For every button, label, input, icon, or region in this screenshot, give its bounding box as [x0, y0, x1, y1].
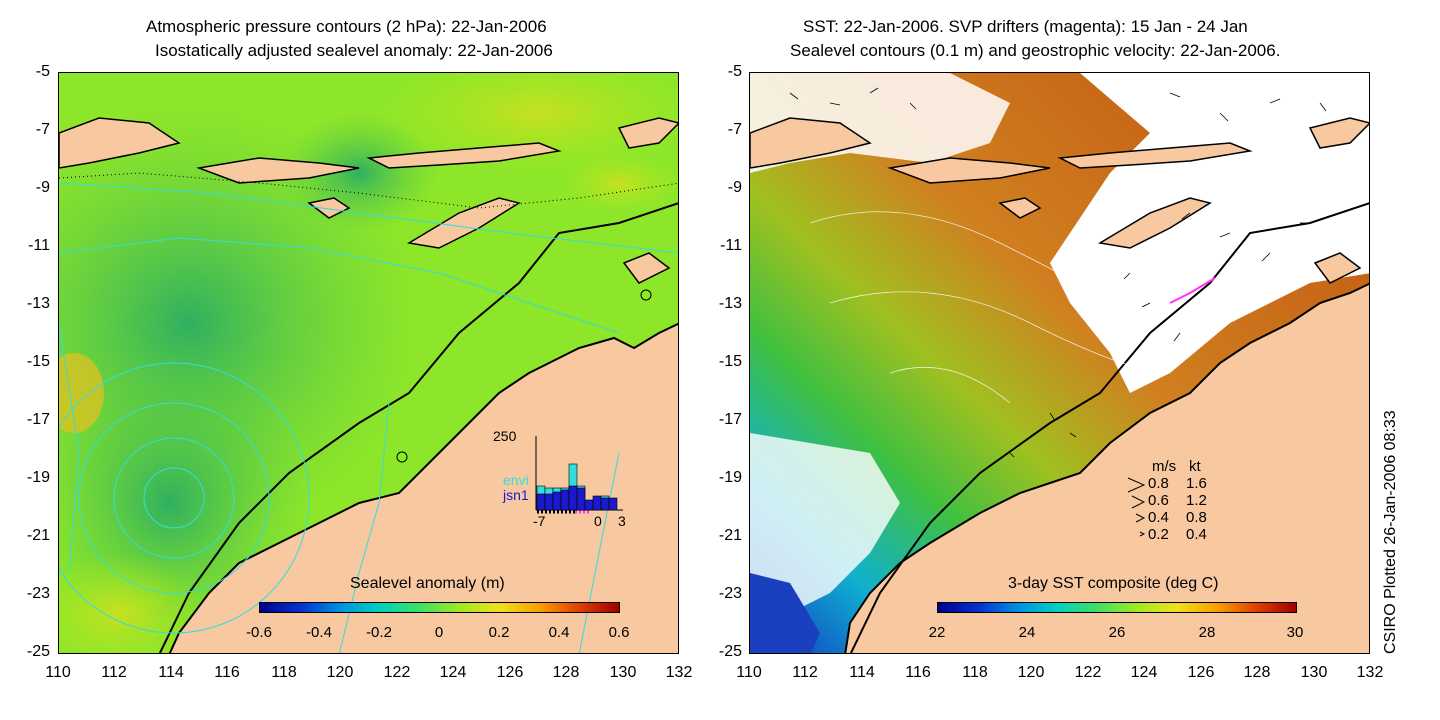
velocity-legend-header-ms: m/s — [1152, 458, 1177, 475]
left-cb-tick-0: -0.6 — [246, 624, 272, 641]
right-cb-tick-1: 24 — [1018, 624, 1036, 641]
left-colorbar-title: Sealevel anomaly (m) — [350, 575, 505, 592]
left-cb-tick-2: -0.2 — [366, 624, 392, 641]
velocity-legend-ms-1: 0.6 — [1148, 492, 1169, 509]
right-cb-tick-2: 26 — [1108, 624, 1126, 641]
velocity-legend-kt-0: 1.6 — [1186, 475, 1207, 492]
left-ytick-1: -7 — [35, 121, 50, 138]
left-ytick-2: -9 — [35, 179, 50, 196]
velocity-legend-kt-2: 0.8 — [1186, 509, 1207, 526]
right-colorbar-title: 3-day SST composite (deg C) — [1008, 575, 1219, 592]
inset-xtick-max: 3 — [618, 513, 626, 529]
right-cb-tick-4: 30 — [1286, 624, 1304, 641]
right-xtick-10: 130 — [1300, 664, 1328, 681]
left-ytick-4: -13 — [26, 295, 50, 312]
left-ytick-0: -5 — [35, 63, 50, 80]
right-xtick-9: 128 — [1243, 664, 1271, 681]
right-title-line1: SST: 22-Jan-2006. SVP drifters (magenta)… — [803, 17, 1248, 36]
left-inset-histogram — [535, 436, 625, 516]
left-xtick-3: 116 — [214, 664, 240, 681]
right-ytick-0: -5 — [727, 63, 742, 80]
inset-ymax-label: 250 — [493, 428, 517, 444]
right-ytick-7: -19 — [718, 469, 742, 486]
inset-histogram-graphic — [535, 436, 623, 514]
right-xtick-4: 118 — [962, 664, 988, 681]
right-xtick-5: 120 — [1017, 664, 1045, 681]
velocity-legend-ms-0: 0.8 — [1148, 475, 1169, 492]
left-xtick-5: 120 — [326, 664, 354, 681]
right-colorbar — [937, 602, 1297, 613]
left-cb-tick-4: 0.2 — [488, 624, 510, 641]
inset-xtick-zero: 0 — [594, 513, 602, 529]
left-ytick-10: -25 — [26, 643, 50, 660]
right-ytick-5: -15 — [718, 353, 742, 370]
left-ytick-6: -17 — [26, 411, 50, 428]
right-cb-tick-0: 22 — [928, 624, 946, 641]
left-xtick-8: 126 — [496, 664, 524, 681]
velocity-legend-ms-3: 0.2 — [1148, 526, 1169, 543]
left-title-line1: Atmospheric pressure contours (2 hPa): 2… — [146, 17, 547, 36]
right-ytick-9: -23 — [718, 585, 742, 602]
right-xtick-11: 132 — [1356, 664, 1384, 681]
right-ytick-3: -11 — [720, 237, 742, 254]
left-ytick-8: -21 — [26, 527, 50, 544]
right-ytick-1: -7 — [727, 121, 742, 138]
right-cb-tick-3: 28 — [1198, 624, 1216, 641]
velocity-legend-ms-2: 0.4 — [1148, 509, 1169, 526]
inset-series-envi: envi — [503, 472, 529, 488]
left-ytick-3: -11 — [28, 237, 50, 254]
left-xtick-0: 110 — [45, 664, 71, 681]
right-ytick-2: -9 — [727, 179, 742, 196]
left-colorbar — [259, 602, 620, 613]
right-map-panel — [749, 72, 1370, 654]
right-xtick-0: 110 — [736, 664, 762, 681]
right-ytick-6: -17 — [718, 411, 742, 428]
left-title-line2: Isostatically adjusted sealevel anomaly:… — [155, 41, 553, 60]
left-xtick-7: 124 — [439, 664, 467, 681]
left-cb-tick-3: 0 — [434, 624, 444, 641]
velocity-legend-arrows — [1126, 476, 1150, 540]
right-ytick-10: -25 — [718, 643, 742, 660]
right-ytick-8: -21 — [718, 527, 742, 544]
left-xtick-11: 132 — [665, 664, 693, 681]
left-cb-tick-5: 0.4 — [548, 624, 570, 641]
inset-xtick-min: -7 — [533, 513, 546, 529]
right-map-graphic — [750, 73, 1369, 653]
right-xtick-3: 116 — [905, 664, 931, 681]
inset-series-jsn1: jsn1 — [503, 487, 529, 503]
left-xtick-10: 130 — [609, 664, 637, 681]
left-cb-tick-1: -0.4 — [306, 624, 332, 641]
left-xtick-4: 118 — [271, 664, 297, 681]
left-ytick-9: -23 — [26, 585, 50, 602]
left-xtick-9: 128 — [552, 664, 580, 681]
left-map-panel — [58, 72, 679, 654]
left-map-graphic — [59, 73, 678, 653]
left-xtick-2: 114 — [158, 664, 184, 681]
left-xtick-6: 122 — [383, 664, 411, 681]
right-xtick-1: 112 — [792, 664, 818, 681]
velocity-legend-kt-3: 0.4 — [1186, 526, 1207, 543]
credit-text: CSIRO Plotted 26-Jan-2006 08:33 — [1382, 410, 1399, 654]
right-xtick-7: 124 — [1130, 664, 1158, 681]
left-ytick-7: -19 — [26, 469, 50, 486]
velocity-legend-header-kt: kt — [1189, 458, 1201, 475]
velocity-legend-kt-1: 1.2 — [1186, 492, 1207, 509]
left-cb-tick-6: 0.6 — [608, 624, 630, 641]
left-xtick-1: 112 — [101, 664, 127, 681]
left-ytick-5: -15 — [26, 353, 50, 370]
right-xtick-2: 114 — [849, 664, 875, 681]
right-title-line2: Sealevel contours (0.1 m) and geostrophi… — [790, 41, 1281, 60]
right-ytick-4: -13 — [718, 295, 742, 312]
right-xtick-8: 126 — [1187, 664, 1215, 681]
right-xtick-6: 122 — [1074, 664, 1102, 681]
